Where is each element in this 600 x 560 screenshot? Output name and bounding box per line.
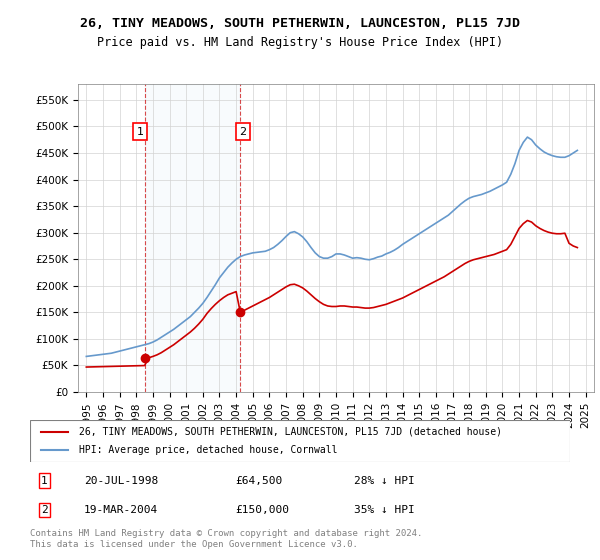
Text: Contains HM Land Registry data © Crown copyright and database right 2024.
This d: Contains HM Land Registry data © Crown c… — [30, 529, 422, 549]
Text: 1: 1 — [41, 475, 47, 486]
Text: 35% ↓ HPI: 35% ↓ HPI — [354, 505, 415, 515]
Text: 1: 1 — [137, 127, 144, 137]
Text: 26, TINY MEADOWS, SOUTH PETHERWIN, LAUNCESTON, PL15 7JD: 26, TINY MEADOWS, SOUTH PETHERWIN, LAUNC… — [80, 17, 520, 30]
Bar — [145, 84, 239, 392]
Text: £150,000: £150,000 — [235, 505, 289, 515]
Text: 20-JUL-1998: 20-JUL-1998 — [84, 475, 158, 486]
Text: HPI: Average price, detached house, Cornwall: HPI: Average price, detached house, Corn… — [79, 445, 337, 455]
Text: £64,500: £64,500 — [235, 475, 283, 486]
FancyBboxPatch shape — [30, 420, 570, 462]
Text: 2: 2 — [41, 505, 47, 515]
Text: 19-MAR-2004: 19-MAR-2004 — [84, 505, 158, 515]
Text: 28% ↓ HPI: 28% ↓ HPI — [354, 475, 415, 486]
Text: Price paid vs. HM Land Registry's House Price Index (HPI): Price paid vs. HM Land Registry's House … — [97, 36, 503, 49]
Text: 2: 2 — [239, 127, 247, 137]
Text: 26, TINY MEADOWS, SOUTH PETHERWIN, LAUNCESTON, PL15 7JD (detached house): 26, TINY MEADOWS, SOUTH PETHERWIN, LAUNC… — [79, 427, 502, 437]
